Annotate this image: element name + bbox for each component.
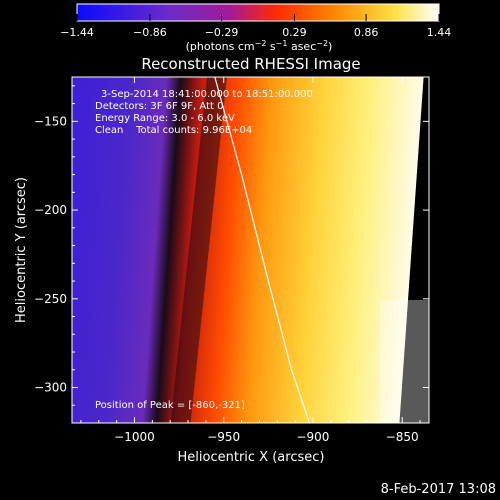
x-tick-label: −950: [207, 430, 240, 444]
colorbar-tick-label: 0.86: [354, 26, 379, 39]
y-axis-label: Heliocentric Y (arcsec): [14, 177, 29, 323]
observation-info: 3-Sep-2014 18:41:00.000 to 18:51:00.000 …: [95, 89, 313, 136]
y-tick-label: −200: [34, 203, 67, 217]
colorbar-tick-label: 1.44: [427, 26, 452, 39]
y-axis-ticks: −150 −200 −250 −300: [34, 85, 429, 406]
info-detectors: Detectors: 3F 6F 9F, Att 0: [95, 101, 223, 112]
footer-date: 8-Feb-2017 13:08: [380, 482, 496, 497]
info-total-counts: Clean Total counts: 9.96E+04: [95, 125, 252, 136]
y-tick-label: −300: [34, 381, 67, 395]
plot-frame: [71, 76, 430, 424]
solar-limb-line: [214, 77, 310, 423]
peak-position: Position of Peak = [-860,-321]: [95, 400, 245, 411]
x-axis-label: Heliocentric X (arcsec): [178, 450, 325, 465]
x-tick-label: −1000: [114, 430, 155, 444]
y-tick-label: −250: [34, 292, 67, 306]
info-energy-range: Energy Range: 3.0 - 6.0 keV: [95, 113, 235, 124]
chart-title: Reconstructed RHESSI Image: [141, 55, 360, 73]
colorbar-units: (photons cm−2 s−1 asec−2): [186, 39, 333, 53]
colorbar-tick-label: −0.86: [133, 26, 167, 39]
x-tick-label: −850: [386, 430, 419, 444]
colorbar: [76, 3, 440, 22]
info-time-range: 3-Sep-2014 18:41:00.000 to 18:51:00.000: [101, 89, 313, 100]
colorbar-tick-label: −0.29: [205, 26, 239, 39]
colorbar-tick-label: −1.44: [60, 26, 94, 39]
colorbar-ticks: −1.44 −0.86 −0.29 0.29 0.86 1.44: [60, 14, 451, 39]
heatmap-image: [72, 77, 429, 423]
x-tick-label: −900: [296, 430, 329, 444]
y-tick-label: −150: [34, 114, 67, 128]
x-axis-ticks: −1000 −950 −900 −850: [80, 77, 421, 444]
colorbar-tick-label: 0.29: [282, 26, 307, 39]
